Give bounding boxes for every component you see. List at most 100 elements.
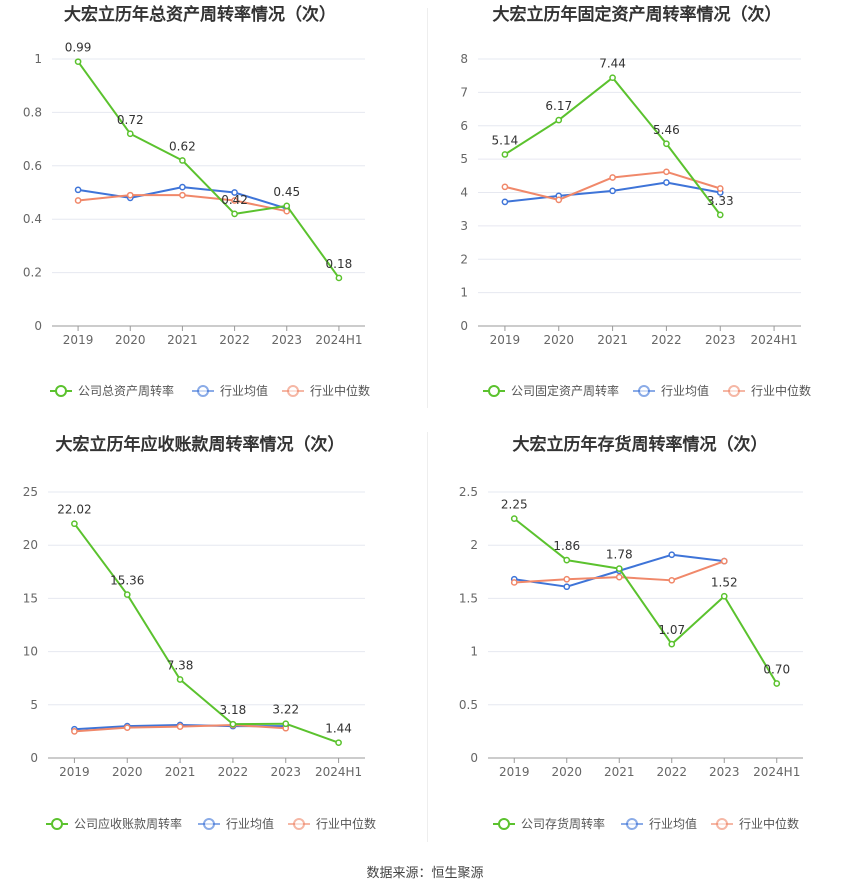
data-point bbox=[231, 210, 238, 218]
x-tick-label: 2024H1 bbox=[315, 765, 362, 779]
legend-item: 行业中位数 bbox=[711, 816, 799, 831]
y-tick-label: 2 bbox=[460, 252, 468, 266]
data-point bbox=[555, 116, 563, 124]
y-tick-label: 0.5 bbox=[459, 698, 478, 712]
legend-marker bbox=[488, 385, 500, 397]
x-tick-label: 2023 bbox=[705, 333, 736, 347]
data-label: 0.99 bbox=[65, 41, 92, 55]
data-label: 0.72 bbox=[117, 113, 144, 127]
chart-title: 大宏立历年应收账款周转率情况（次） bbox=[56, 434, 345, 455]
data-label: 3.18 bbox=[220, 703, 247, 717]
x-tick-label: 2020 bbox=[112, 765, 143, 779]
y-tick-label: 0 bbox=[460, 319, 468, 333]
legend-marker bbox=[55, 385, 67, 397]
legend-item: 公司固定资产周转率 bbox=[483, 383, 619, 398]
data-point bbox=[563, 583, 571, 591]
legend-item: 行业均值 bbox=[633, 383, 709, 398]
data-point bbox=[668, 576, 676, 584]
y-tick-label: 2 bbox=[470, 538, 478, 552]
data-label: 0.70 bbox=[763, 663, 790, 677]
data-point bbox=[609, 187, 616, 195]
x-tick-label: 2021 bbox=[167, 333, 198, 347]
data-point bbox=[615, 573, 623, 581]
legend-marker bbox=[293, 818, 305, 830]
y-tick-label: 5 bbox=[30, 698, 38, 712]
data-point bbox=[668, 551, 676, 559]
x-tick-label: 2020 bbox=[543, 333, 574, 347]
data-source-note: 数据来源：恒生聚源 bbox=[366, 866, 484, 881]
data-point bbox=[74, 197, 82, 204]
data-point bbox=[123, 591, 131, 598]
legend-label: 公司存货周转率 bbox=[521, 816, 605, 831]
y-tick-label: 3 bbox=[460, 219, 468, 233]
data-point bbox=[282, 720, 290, 728]
chart-panel-total-assets: 大宏立历年总资产周转率情况（次） 0 0.2 0.4 0.6 0.8 1 2019 2020 20… bbox=[0, 0, 425, 430]
data-label: 1.86 bbox=[553, 539, 580, 553]
legend-item: 公司应收账款周转率 bbox=[46, 816, 182, 831]
data-point bbox=[609, 74, 616, 82]
data-point bbox=[335, 739, 342, 747]
legend-label: 行业均值 bbox=[220, 383, 268, 398]
series-line bbox=[77, 61, 340, 279]
data-label: 1.07 bbox=[658, 623, 685, 637]
data-label: 0.18 bbox=[326, 257, 353, 271]
legend-item: 行业中位数 bbox=[282, 383, 370, 398]
data-point bbox=[231, 197, 238, 204]
data-point bbox=[335, 274, 343, 282]
data-label: 3.33 bbox=[707, 194, 734, 208]
chart-panel-inventory: 大宏立历年存货周转率情况（次） 0 0.5 1 1.5 2 2.5 2019 2020 2021 2… bbox=[425, 430, 850, 860]
x-tick-label: 2022 bbox=[651, 333, 682, 347]
x-tick-label: 2019 bbox=[490, 333, 521, 347]
legend-marker bbox=[287, 385, 299, 397]
vertical-divider bbox=[427, 432, 428, 842]
y-tick-label: 0 bbox=[34, 319, 42, 333]
data-label: 0.42 bbox=[221, 193, 248, 207]
x-tick-label: 2022 bbox=[219, 333, 250, 347]
y-tick-label: 20 bbox=[23, 538, 38, 552]
legend-label: 行业中位数 bbox=[751, 383, 811, 398]
chart-panel-fixed-assets: 大宏立历年固定资产周转率情况（次） 0 1 2 3 4 5 6 7 8 2019 2020 2021 20… bbox=[425, 0, 850, 430]
data-point bbox=[501, 198, 509, 206]
x-tick-label: 2021 bbox=[597, 333, 628, 347]
data-point bbox=[615, 565, 623, 572]
data-point bbox=[179, 183, 186, 191]
y-tick-label: 0.6 bbox=[23, 159, 42, 173]
data-label: 22.02 bbox=[57, 503, 91, 517]
y-tick-label: 1 bbox=[460, 286, 468, 300]
x-tick-label: 2019 bbox=[59, 765, 90, 779]
legend-item: 行业均值 bbox=[198, 816, 274, 831]
x-tick-label: 2019 bbox=[499, 765, 530, 779]
data-label: 6.17 bbox=[545, 99, 572, 113]
data-point bbox=[510, 515, 518, 522]
legend-marker bbox=[638, 385, 650, 397]
x-tick-label: 2023 bbox=[271, 333, 302, 347]
legend-item: 行业中位数 bbox=[723, 383, 811, 398]
x-tick-label: 2019 bbox=[63, 333, 94, 347]
data-label: 5.46 bbox=[653, 123, 680, 137]
y-tick-label: 25 bbox=[23, 485, 38, 499]
data-point bbox=[229, 720, 237, 728]
x-tick-label: 2024H1 bbox=[750, 333, 797, 347]
y-tick-label: 0.2 bbox=[23, 266, 42, 280]
legend-label: 行业中位数 bbox=[316, 816, 376, 831]
data-point bbox=[71, 520, 78, 528]
data-label: 1.52 bbox=[711, 575, 738, 589]
legend-label: 行业中位数 bbox=[310, 383, 370, 398]
y-tick-label: 6 bbox=[460, 119, 468, 133]
y-tick-label: 15 bbox=[23, 591, 38, 605]
legend-marker bbox=[626, 818, 638, 830]
data-label: 7.44 bbox=[599, 57, 626, 71]
legend-label: 行业均值 bbox=[661, 383, 709, 398]
y-tick-label: 0 bbox=[30, 751, 38, 765]
x-tick-label: 2023 bbox=[709, 765, 740, 779]
data-point bbox=[179, 191, 186, 199]
data-label: 1.78 bbox=[606, 548, 633, 562]
data-point bbox=[74, 58, 82, 66]
data-point bbox=[563, 556, 571, 564]
data-point bbox=[74, 186, 82, 194]
chart-receivables: 大宏立历年应收账款周转率情况（次） 0 5 10 15 20 25 2019 2020 2021 2… bbox=[23, 434, 376, 831]
data-point bbox=[126, 191, 134, 199]
legend-marker bbox=[498, 818, 510, 830]
data-point bbox=[773, 680, 781, 687]
